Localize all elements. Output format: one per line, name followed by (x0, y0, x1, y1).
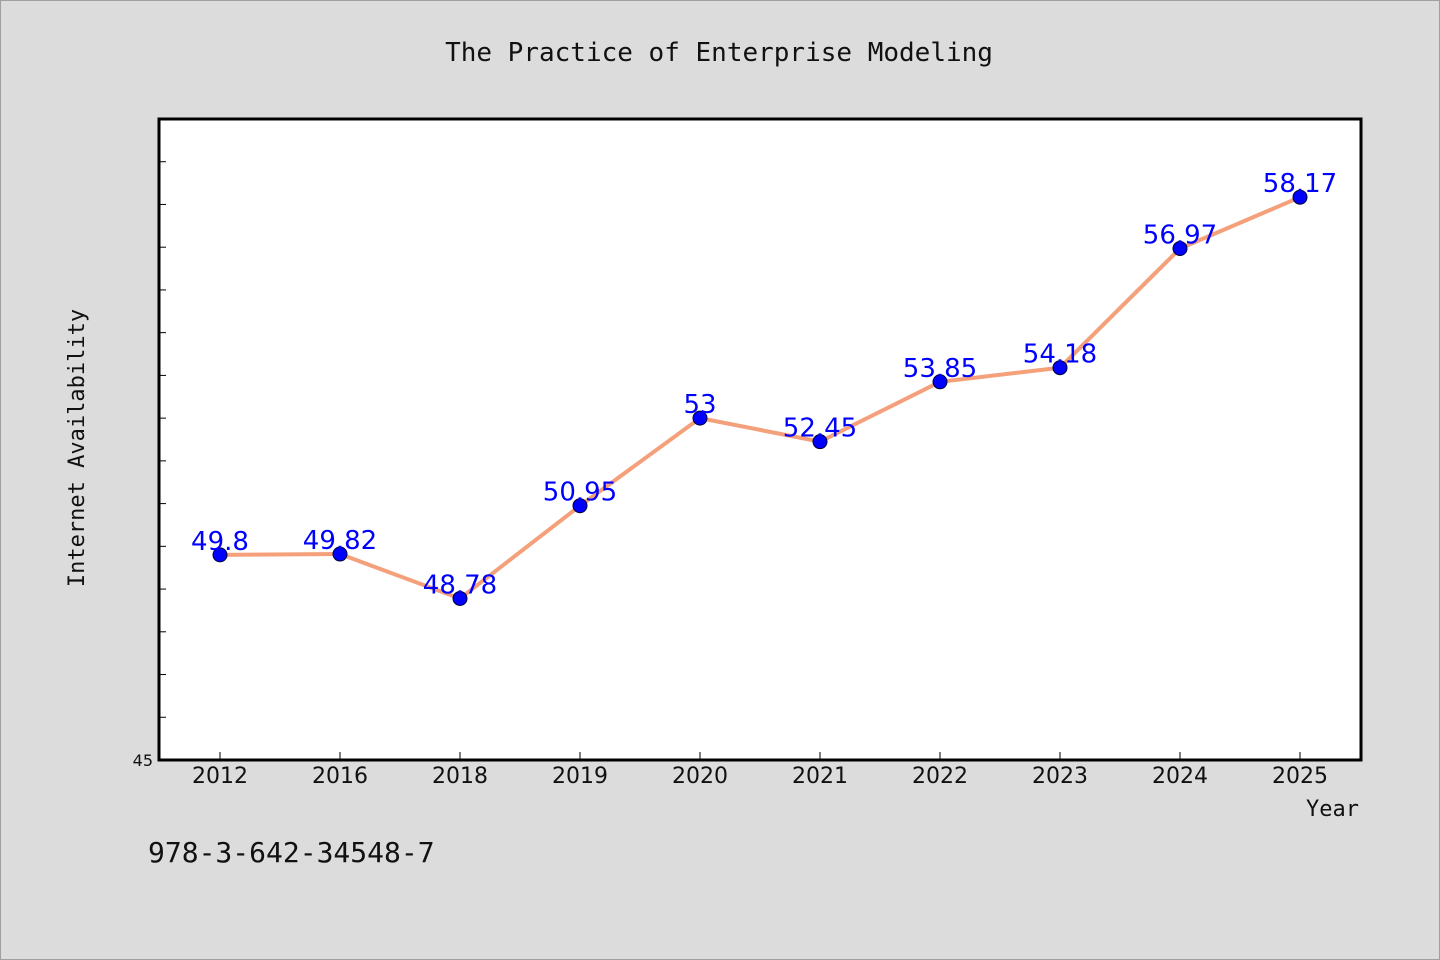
x-axis-label: Year (1306, 797, 1359, 822)
x-tick-label: 2023 (1032, 764, 1088, 789)
data-point (932, 374, 948, 390)
isbn-caption: 978-3-642-34548-7 (148, 836, 435, 869)
data-label: 49.82 (303, 526, 377, 556)
data-point (212, 547, 228, 563)
x-tick-label: 2019 (552, 764, 608, 789)
data-point (332, 546, 348, 562)
x-tick-label: 2024 (1152, 764, 1208, 789)
data-label: 53.85 (903, 354, 977, 384)
x-axis-ticks: 2012 2016 2018 2019 2020 2021 2022 2023 2024 2025 (192, 752, 1328, 789)
y-tick-label: 45 (133, 751, 153, 770)
x-tick-label: 2021 (792, 764, 848, 789)
data-label: 52.45 (783, 414, 857, 444)
y-axis-label: Internet Availability (65, 309, 90, 587)
y-axis-ticks: 45 (133, 161, 166, 770)
data-label: 49.8 (191, 527, 249, 557)
x-tick-label: 2018 (432, 764, 488, 789)
data-point (812, 434, 828, 450)
data-point (1052, 360, 1068, 376)
data-point (1172, 240, 1188, 256)
data-label: 50.95 (543, 478, 617, 508)
x-tick-label: 2025 (1272, 764, 1328, 789)
data-label: 48.78 (423, 570, 497, 600)
x-tick-label: 2012 (192, 764, 248, 789)
series-layer: 49.8 49.82 48.78 50.95 53 52.45 53.85 54.18 56.9… (191, 169, 1337, 606)
data-point (1292, 189, 1308, 205)
data-point (692, 410, 708, 426)
x-tick-label: 2020 (672, 764, 728, 789)
plot-area (157, 117, 1363, 762)
chart-title: The Practice of Enterprise Modeling (445, 38, 993, 68)
data-label: 54.18 (1023, 340, 1097, 370)
data-point (572, 498, 588, 514)
data-label: 53 (683, 390, 716, 420)
series-line (218, 195, 1302, 601)
data-label: 56.97 (1143, 220, 1217, 250)
x-tick-label: 2016 (312, 764, 368, 789)
data-label: 58.17 (1263, 169, 1337, 199)
x-tick-label: 2022 (912, 764, 968, 789)
data-point (452, 590, 468, 606)
